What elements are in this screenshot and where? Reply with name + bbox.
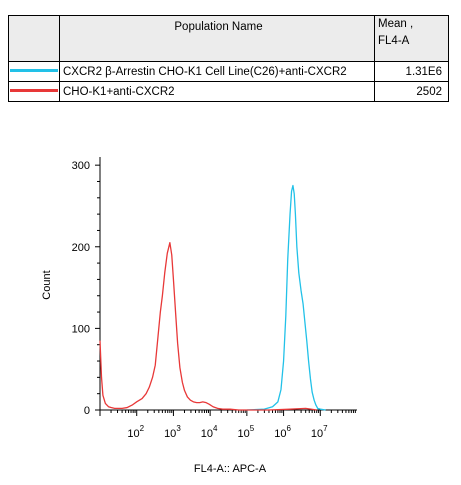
mean-header-line1: Mean , <box>378 18 414 30</box>
mean-header-line2: FL4-A <box>378 35 410 47</box>
x-tick-label: 104 <box>201 424 218 440</box>
legend-swatch-cell <box>8 81 60 102</box>
mean-header: Mean , FL4-A <box>374 15 449 62</box>
legend-header-blank <box>8 15 60 62</box>
legend-row-cho: CHO-K1+anti-CXCR2 2502 <box>8 81 449 102</box>
series-line-cho-k1 <box>99 242 317 411</box>
x-tick-label: 105 <box>238 424 255 440</box>
x-tick-label: 103 <box>164 424 181 440</box>
y-tick-label: 100 <box>72 323 90 335</box>
legend-row-name: CXCR2 β-Arrestin CHO-K1 Cell Line(C26)+a… <box>59 61 375 82</box>
series-line-cxcr2 <box>246 184 326 411</box>
legend-row-mean: 2502 <box>374 81 449 102</box>
legend-row-mean: 1.31E6 <box>374 61 449 82</box>
x-axis-label: FL4-A:: APC-A <box>194 463 267 475</box>
x-tick-label: 106 <box>274 424 291 440</box>
y-tick-label: 200 <box>72 242 90 254</box>
y-axis-label: Count <box>41 270 53 299</box>
legend-swatch-red <box>10 89 58 92</box>
y-tick-label: 300 <box>72 160 90 172</box>
population-legend-table: Population Name Mean , FL4-A CXCR2 β-Arr… <box>8 15 449 102</box>
legend-row-cxcr2: CXCR2 β-Arrestin CHO-K1 Cell Line(C26)+a… <box>8 61 449 82</box>
legend-swatch-blue <box>10 69 58 72</box>
y-tick-label: 0 <box>84 405 90 417</box>
x-tick-label: 107 <box>311 424 328 440</box>
x-tick-label: 102 <box>127 424 144 440</box>
legend-swatch-cell <box>8 61 60 82</box>
